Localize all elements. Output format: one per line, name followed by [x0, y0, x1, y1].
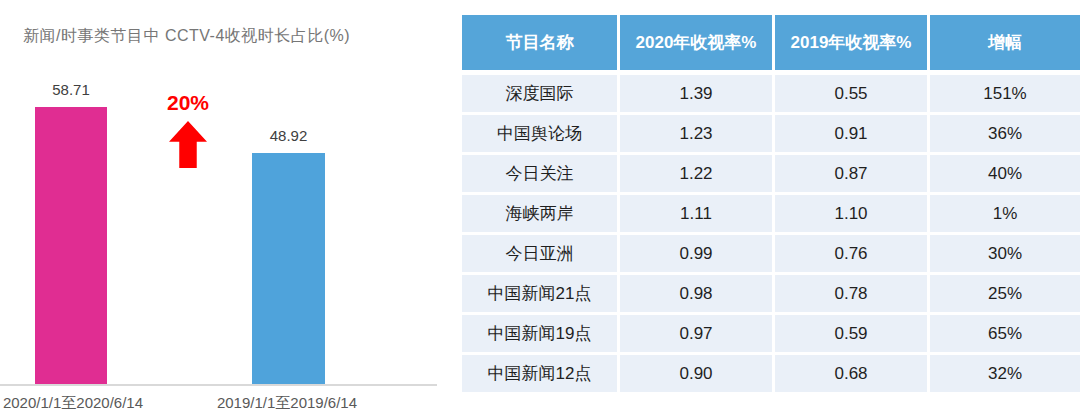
- table-cell: 1.23: [620, 115, 775, 152]
- table-header-cell: 2019年收视率%: [775, 15, 930, 70]
- table-header-cell: 节目名称: [462, 15, 620, 70]
- table-row: 中国舆论场1.230.9136%: [462, 115, 1080, 152]
- growth-percent-label: 20%: [160, 91, 216, 115]
- table-cell: 深度国际: [462, 75, 620, 112]
- table-cell: 0.87: [775, 155, 930, 192]
- up-arrow-icon: [169, 121, 207, 168]
- table-cell: 0.91: [775, 115, 930, 152]
- table-header-cell: 增幅: [930, 15, 1080, 70]
- table-cell: 0.99: [620, 235, 775, 272]
- table-row: 今日关注1.220.8740%: [462, 155, 1080, 192]
- x-axis-label-2020: 2020/1/1至2020/6/14: [3, 394, 143, 413]
- table-cell: 0.59: [775, 315, 930, 352]
- table-cell: 0.68: [775, 355, 930, 392]
- table-cell: 40%: [930, 155, 1080, 192]
- x-axis-label-2019: 2019/1/1至2019/6/14: [217, 394, 357, 413]
- bar-2020: [35, 107, 107, 385]
- table-cell: 0.97: [620, 315, 775, 352]
- table-cell: 0.55: [775, 75, 930, 112]
- bar-chart: 新闻/时事类节目中 CCTV-4收视时长占比(%) 58.71 48.92 20…: [0, 0, 445, 418]
- table-row: 中国新闻19点0.970.5965%: [462, 315, 1080, 352]
- bar-2019: [252, 153, 325, 385]
- table-cell: 今日关注: [462, 155, 620, 192]
- table-cell: 海峡两岸: [462, 195, 620, 232]
- table-header-row: 节目名称2020年收视率%2019年收视率%增幅: [462, 15, 1080, 70]
- table-row: 今日亚洲0.990.7630%: [462, 235, 1080, 272]
- table-cell: 0.76: [775, 235, 930, 272]
- chart-plot-area: 58.71 48.92 20%: [0, 0, 440, 385]
- table-cell: 151%: [930, 75, 1080, 112]
- bar-value-label-2019: 48.92: [270, 127, 308, 144]
- table-cell: 0.78: [775, 275, 930, 312]
- table-cell: 中国新闻21点: [462, 275, 620, 312]
- table-cell: 1.22: [620, 155, 775, 192]
- table-cell: 65%: [930, 315, 1080, 352]
- table-cell: 1.39: [620, 75, 775, 112]
- table-row: 海峡两岸1.111.101%: [462, 195, 1080, 232]
- table-cell: 36%: [930, 115, 1080, 152]
- table-body: 深度国际1.390.55151%中国舆论场1.230.9136%今日关注1.22…: [462, 75, 1080, 392]
- bar-value-label-2020: 58.71: [52, 81, 90, 98]
- table-cell: 1.10: [775, 195, 930, 232]
- table-cell: 中国新闻12点: [462, 355, 620, 392]
- table-cell: 0.98: [620, 275, 775, 312]
- table-header-cell: 2020年收视率%: [620, 15, 775, 70]
- table-cell: 32%: [930, 355, 1080, 392]
- x-axis-line: [0, 384, 437, 386]
- table-row: 中国新闻21点0.980.7825%: [462, 275, 1080, 312]
- table-cell: 25%: [930, 275, 1080, 312]
- table-cell: 30%: [930, 235, 1080, 272]
- table-cell: 1%: [930, 195, 1080, 232]
- table-cell: 1.11: [620, 195, 775, 232]
- ratings-table: 节目名称2020年收视率%2019年收视率%增幅 深度国际1.390.55151…: [462, 15, 1080, 395]
- table-cell: 今日亚洲: [462, 235, 620, 272]
- table-cell: 中国舆论场: [462, 115, 620, 152]
- table-cell: 中国新闻19点: [462, 315, 620, 352]
- table-cell: 0.90: [620, 355, 775, 392]
- table-row: 中国新闻12点0.900.6832%: [462, 355, 1080, 392]
- table-row: 深度国际1.390.55151%: [462, 75, 1080, 112]
